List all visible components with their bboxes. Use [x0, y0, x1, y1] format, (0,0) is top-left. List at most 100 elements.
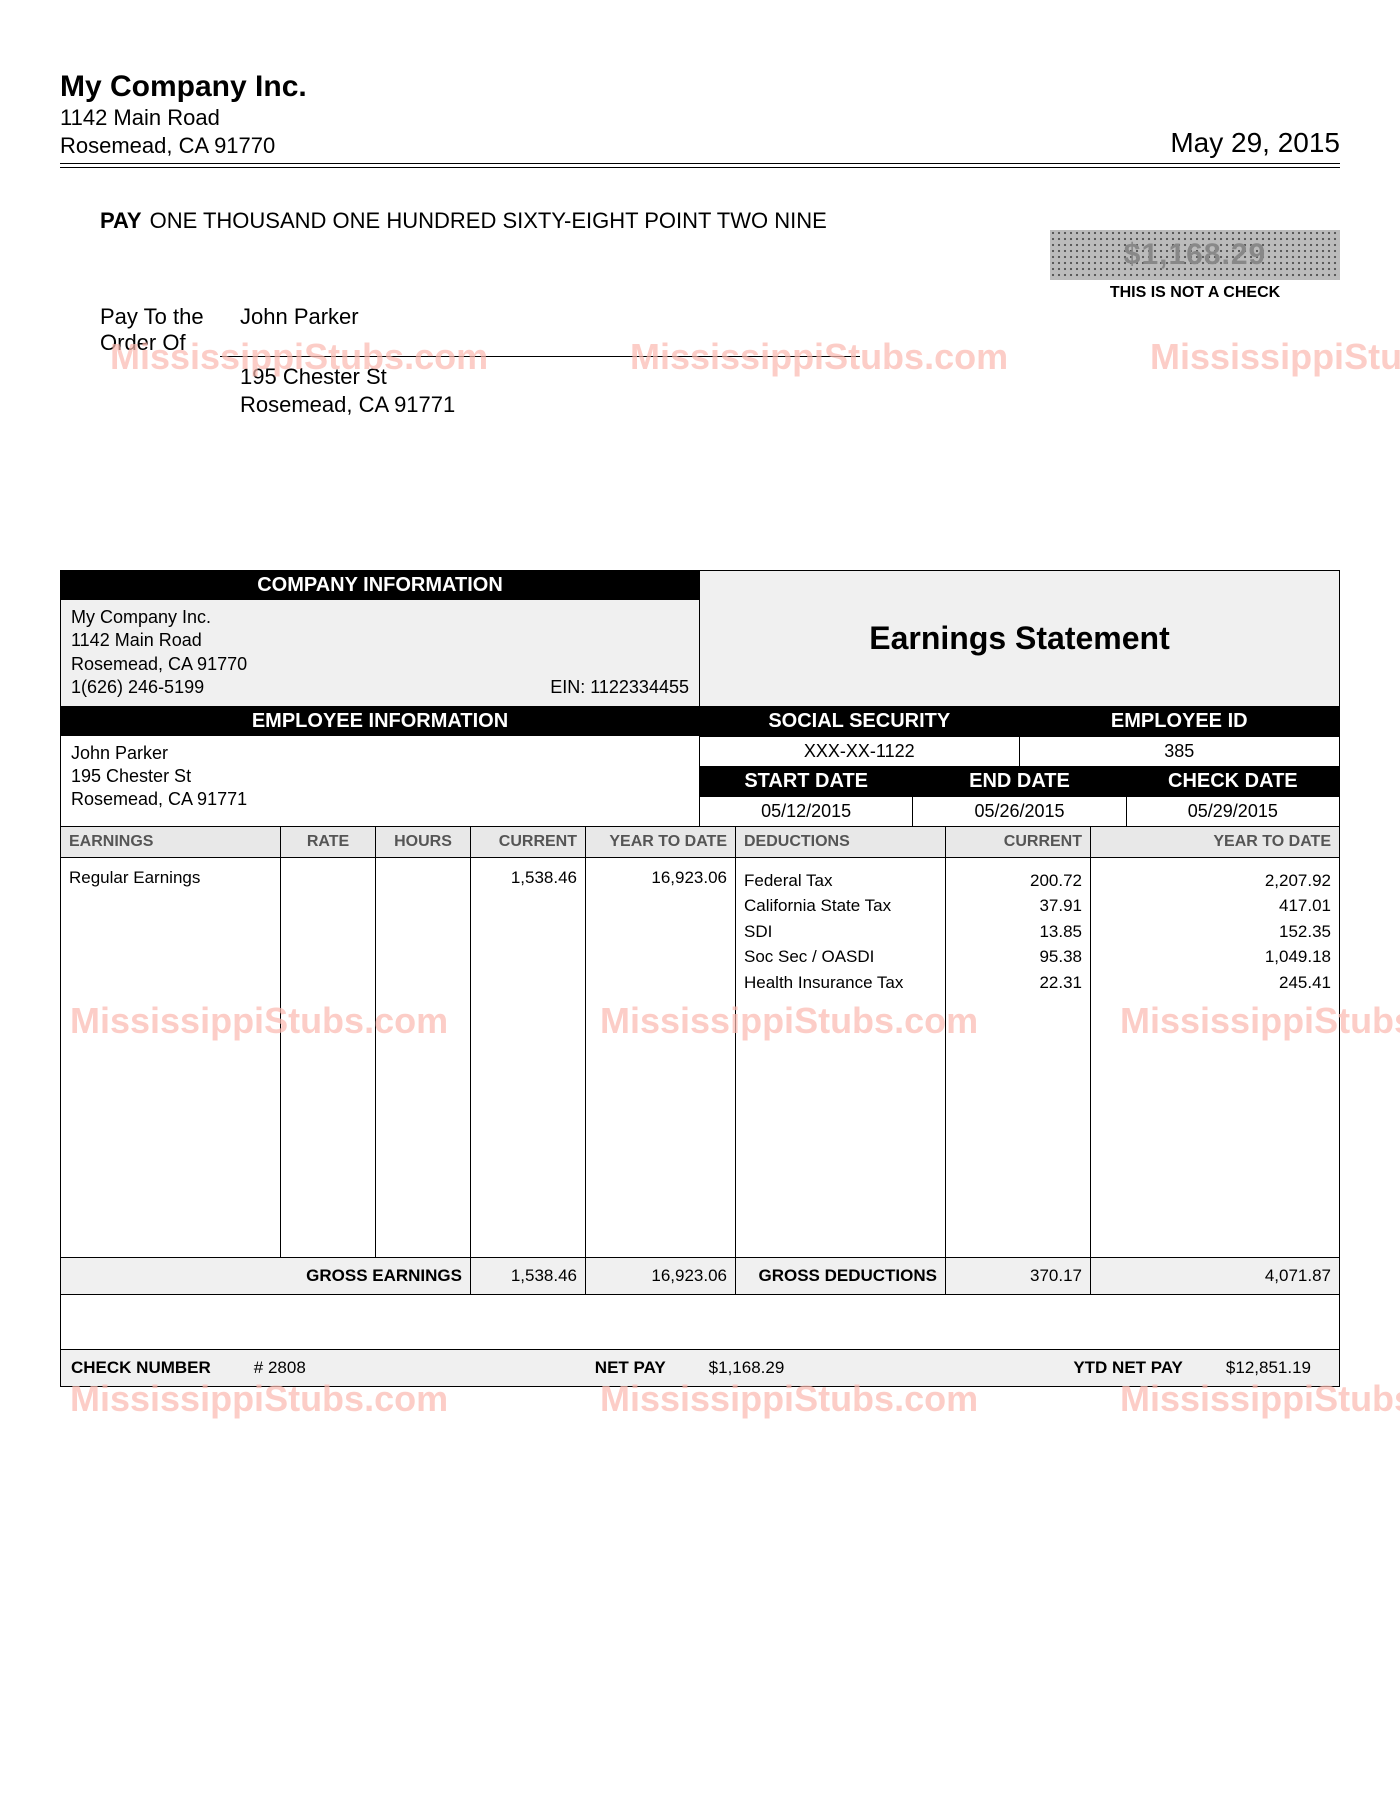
deductions-ytd: 2,207.92417.01152.351,049.18245.41	[1091, 858, 1339, 1257]
company-block: My Company Inc. 1142 Main Road Rosemead,…	[60, 70, 307, 159]
earnings-ytd: 16,923.06	[586, 858, 736, 1257]
gross-earnings-ytd: 16,923.06	[586, 1258, 736, 1294]
deductions-labels: Federal TaxCalifornia State TaxSDISoc Se…	[736, 858, 946, 1257]
emp-name: John Parker	[71, 742, 689, 765]
deduction-ytd: 1,049.18	[1099, 944, 1331, 970]
deduction-current: 95.38	[954, 944, 1082, 970]
deduction-label: SDI	[744, 919, 937, 945]
deduction-current: 37.91	[954, 893, 1082, 919]
ssn-value: XXX-XX-1122	[700, 736, 1019, 766]
deduction-label: Health Insurance Tax	[744, 970, 937, 996]
deduction-ytd: 245.41	[1099, 970, 1331, 996]
emp-street: 195 Chester St	[71, 765, 689, 788]
eid-header: EMPLOYEE ID	[1020, 707, 1340, 736]
ytd-net-pay-label: YTD NET PAY	[1073, 1358, 1183, 1378]
deduction-label: California State Tax	[744, 893, 937, 919]
deduction-ytd: 417.01	[1099, 893, 1331, 919]
ci-name: My Company Inc.	[71, 606, 247, 629]
company-city: Rosemead, CA 91770	[60, 132, 307, 160]
pay-amount-box: $1,168.29	[1050, 230, 1340, 280]
end-date-header: END DATE	[913, 767, 1125, 796]
deduction-current: 22.31	[954, 970, 1082, 996]
net-pay-value: $1,168.29	[709, 1358, 785, 1378]
ein-value: 1122334455	[590, 677, 689, 697]
company-name: My Company Inc.	[60, 70, 307, 104]
employee-row: EMPLOYEE INFORMATION John Parker 195 Che…	[61, 706, 1339, 826]
pay-to-address: 195 Chester St Rosemead, CA 91771	[240, 363, 1340, 420]
document-header: My Company Inc. 1142 Main Road Rosemead,…	[60, 70, 1340, 164]
pay-to-city: Rosemead, CA 91771	[240, 391, 1340, 420]
footer-spacer	[61, 1294, 1339, 1349]
ein-label: EIN:	[550, 677, 585, 697]
eid-column: EMPLOYEE ID 385	[1020, 707, 1340, 766]
net-pay-label: NET PAY	[595, 1358, 666, 1378]
check-date-value: 05/29/2015	[1127, 796, 1339, 826]
company-info-body: My Company Inc. 1142 Main Road Rosemead,…	[61, 600, 699, 706]
gross-earnings-label: GROSS EARNINGS	[61, 1258, 471, 1294]
deduction-current: 200.72	[954, 868, 1082, 894]
pay-to-label: Pay To the Order Of	[100, 304, 220, 357]
earnings-statement: COMPANY INFORMATION My Company Inc. 1142…	[60, 570, 1340, 1387]
deduction-ytd: 2,207.92	[1099, 868, 1331, 894]
emp-city: Rosemead, CA 91771	[71, 788, 689, 811]
check-number-value: # 2808	[254, 1358, 306, 1378]
employee-info-body: John Parker 195 Chester St Rosemead, CA …	[61, 736, 699, 818]
pay-to-label-2: Order Of	[100, 330, 186, 355]
col-ded-ytd: YEAR TO DATE	[1091, 827, 1339, 857]
employee-info-panel: EMPLOYEE INFORMATION John Parker 195 Che…	[61, 707, 700, 826]
ssn-column: SOCIAL SECURITY XXX-XX-1122	[700, 707, 1020, 766]
check-number-label: CHECK NUMBER	[71, 1358, 211, 1378]
eid-value: 385	[1020, 736, 1340, 766]
deduction-ytd: 152.35	[1099, 919, 1331, 945]
net-pay-group: NET PAY $1,168.29	[595, 1358, 803, 1378]
ci-city: Rosemead, CA 91770	[71, 653, 247, 676]
pay-label: PAY	[100, 208, 142, 234]
check-number-group: CHECK NUMBER # 2808	[71, 1358, 324, 1378]
ytd-net-pay-value: $12,851.19	[1226, 1358, 1311, 1378]
earnings-hours	[376, 858, 471, 1257]
col-current: CURRENT	[471, 827, 586, 857]
start-date-value: 05/12/2015	[700, 796, 912, 826]
pay-amount-words: ONE THOUSAND ONE HUNDRED SIXTY-EIGHT POI…	[150, 208, 827, 234]
gross-deductions-current: 370.17	[946, 1258, 1091, 1294]
col-ytd: YEAR TO DATE	[586, 827, 736, 857]
not-a-check-label: THIS IS NOT A CHECK	[1050, 284, 1340, 302]
end-date-col: END DATE 05/26/2015	[913, 767, 1126, 826]
start-date-col: START DATE 05/12/2015	[700, 767, 913, 826]
earnings-label: Regular Earnings	[61, 858, 281, 1257]
gross-deductions-label: GROSS DEDUCTIONS	[736, 1258, 946, 1294]
ssn-header: SOCIAL SECURITY	[700, 707, 1019, 736]
col-deductions: DEDUCTIONS	[736, 827, 946, 857]
gross-earnings-current: 1,538.46	[471, 1258, 586, 1294]
totals-row: GROSS EARNINGS 1,538.46 16,923.06 GROSS …	[61, 1257, 1339, 1294]
deduction-label: Soc Sec / OASDI	[744, 944, 937, 970]
earnings-current: 1,538.46	[471, 858, 586, 1257]
footer-row: CHECK NUMBER # 2808 NET PAY $1,168.29 YT…	[61, 1349, 1339, 1386]
col-rate: RATE	[281, 827, 376, 857]
earnings-statement-title: Earnings Statement	[700, 571, 1339, 706]
deduction-current: 13.85	[954, 919, 1082, 945]
start-date-header: START DATE	[700, 767, 912, 796]
pay-to-name: John Parker	[220, 304, 860, 357]
ss-eid-header: SOCIAL SECURITY XXX-XX-1122 EMPLOYEE ID …	[700, 707, 1339, 766]
employee-info-header: EMPLOYEE INFORMATION	[61, 707, 699, 736]
deduction-label: Federal Tax	[744, 868, 937, 894]
col-earnings: EARNINGS	[61, 827, 281, 857]
pay-to-block: Pay To the Order Of John Parker	[100, 304, 1340, 357]
grid-body: Regular Earnings 1,538.46 16,923.06 Fede…	[61, 857, 1339, 1257]
deductions-current: 200.7237.9113.8595.3822.31	[946, 858, 1091, 1257]
check-date-header: CHECK DATE	[1127, 767, 1339, 796]
header-rule	[60, 167, 1340, 168]
end-date-value: 05/26/2015	[913, 796, 1125, 826]
company-street: 1142 Main Road	[60, 104, 307, 132]
check-date-col: CHECK DATE 05/29/2015	[1127, 767, 1339, 826]
col-ded-current: CURRENT	[946, 827, 1091, 857]
document-date: May 29, 2015	[1170, 127, 1340, 159]
earnings-title-panel: Earnings Statement	[700, 571, 1339, 706]
pay-to-label-1: Pay To the	[100, 304, 204, 329]
pay-to-street: 195 Chester St	[240, 363, 1340, 392]
gross-deductions-ytd: 4,071.87	[1091, 1258, 1339, 1294]
earnings-rate	[281, 858, 376, 1257]
company-info-header: COMPANY INFORMATION	[61, 571, 699, 600]
ci-ein: EIN: 1122334455	[550, 676, 689, 699]
